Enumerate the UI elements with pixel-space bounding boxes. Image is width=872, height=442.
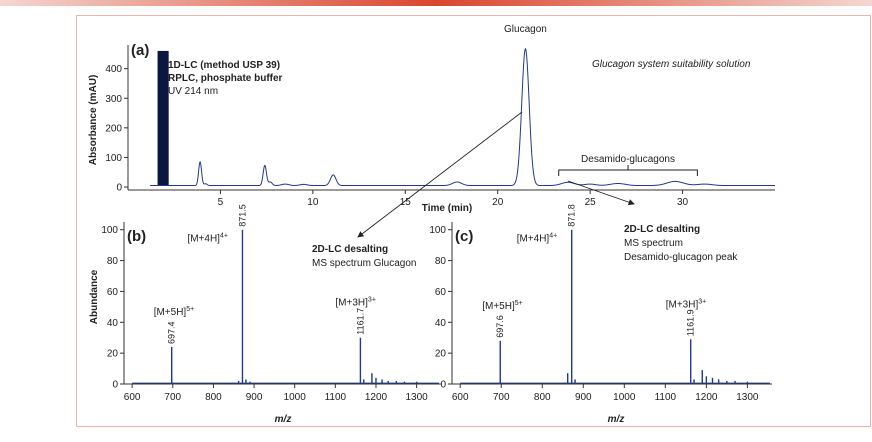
x-tick-label: 800 [534,392,551,403]
y-tick-label: 100 [105,153,122,164]
panel-a-x-ticks: 5 10 15 20 25 30 [218,190,689,208]
y-tick-label: 400 [105,64,122,75]
y-tick-label: 100 [429,225,446,236]
arrow-to-panel-b [357,111,523,238]
sample-note: Glucagon system suitability solution [592,59,751,70]
peak-mz-label: 697.6 [495,315,505,338]
x-tick-label: 800 [205,392,222,403]
x-tick-label: 25 [585,197,597,208]
y-tick-label: 60 [107,287,119,298]
peak-mz-label: 1161.9 [686,309,696,336]
peak-mz-label: 1161.7 [355,308,365,335]
panel-a-y-ticks: 0 100 200 300 400 [105,64,128,194]
panel-b-title: 2D-LC desalting [312,244,388,255]
y-tick-label: 20 [435,349,447,360]
x-tick-label: 1200 [695,392,718,403]
panel-c-ticks: 600 700 800 900 1000 1100 1200 1300 0 20 40 60 80 100 [429,225,759,403]
ion-label: [M+4H]4+ [187,233,228,245]
panel-b-ticks: 600 700 800 900 1000 1100 1200 1300 0 20 40 60 80 100 [101,225,428,403]
x-tick-label: 1000 [613,392,636,403]
x-tick-label: 15 [400,197,412,208]
y-tick-label: 60 [435,287,447,298]
x-tick-label: 900 [246,392,263,403]
ms-spectrum-panel-b: (b) 2D-LC desalting MS spectrum Glucagon… [89,204,441,425]
panel-a-method-line-3: UV 214 nm [168,86,218,97]
y-tick-label: 200 [105,123,122,134]
panel-c-subtitle: MS spectrum [624,238,683,249]
panel-a-method-line-2: RPLC, phosphate buffer [168,73,283,84]
x-tick-label: 1300 [405,392,428,403]
y-tick-label: 300 [105,94,122,105]
ion-label: [M+5H]5+ [154,306,195,318]
x-tick-label: 1200 [365,392,388,403]
x-tick-label: 700 [164,392,181,403]
injection-peak-bar [157,50,169,186]
panel-b-peaks: 697.4 [M+5H]5+ 871.5 [M+4H]4+ 1161.7[M+3H]3+ [132,204,439,384]
x-tick-label: 900 [575,392,592,403]
x-tick-label: 700 [493,392,510,403]
ion-label: [M+3H]3+ [335,297,376,309]
peak-mz-label: 871.8 [567,204,577,227]
x-axis-label-time: Time (min) [422,203,472,214]
uv-trace-line [150,47,775,187]
y-tick-label: 80 [435,256,447,267]
panel-c-x-axis-label: m/z [608,414,625,425]
y-tick-label: 100 [101,225,118,236]
x-tick-label: 1300 [736,392,759,403]
ion-label: [M+3H]3+ [666,298,707,310]
y-axis-label-abundance: Abundance [89,269,100,324]
panel-b-x-axis-label: m/z [275,414,292,425]
x-tick-label: 1000 [284,392,307,403]
arrow-to-panel-c [567,180,635,206]
x-tick-label: 1100 [325,392,347,403]
panel-b-subtitle: MS spectrum Glucagon [312,258,417,269]
panel-a-label: (a) [131,42,149,59]
y-tick-label: 80 [107,256,119,267]
desamido-glucagons-label: Desamido-glucagons [581,154,675,165]
peak-mz-label: 697.4 [167,321,177,344]
y-axis-label-absorbance: Absorbance (mAU) [88,75,99,166]
ion-label: [M+5H]5+ [482,300,523,312]
ms-spectrum-panel-c: (c) 2D-LC desalting MS spectrum Desamido… [429,204,772,425]
panel-c-title: 2D-LC desalting [624,224,700,235]
peak-mz-label: 871.5 [237,204,247,227]
panel-c-peaks: 697.6 [M+5H]5+ 871.8 [M+4H]4+ 1161.9[M+3H]3+ [460,204,770,384]
x-tick-label: 600 [124,392,141,403]
x-tick-label: 20 [492,197,504,208]
y-tick-label: 0 [440,380,446,391]
panel-c-subtitle-2: Desamido-glucagon peak [624,252,738,263]
x-tick-label: 10 [307,197,319,208]
panel-a-method-line-1: 1D-LC (method USP 39) [168,60,280,71]
top-accent-bar [0,0,872,6]
x-tick-label: 600 [452,392,469,403]
x-tick-label: 5 [218,197,224,208]
y-tick-label: 20 [107,349,119,360]
glucagon-peak-label: Glucagon [504,24,547,35]
y-tick-label: 40 [435,318,447,329]
x-tick-label: 30 [677,197,689,208]
desamido-bracket [558,165,698,176]
chromatogram-panel: (a) 1D-LC (method USP 39) RPLC, phosphat… [88,24,775,238]
panel-b-label: (b) [127,228,146,245]
figure-frame [76,15,871,427]
y-tick-label: 0 [112,380,118,391]
y-tick-label: 0 [116,183,122,194]
ion-label: [M+4H]4+ [517,233,558,245]
x-tick-label: 1100 [655,392,677,403]
y-tick-label: 40 [107,318,119,329]
panel-c-label: (c) [455,228,473,245]
